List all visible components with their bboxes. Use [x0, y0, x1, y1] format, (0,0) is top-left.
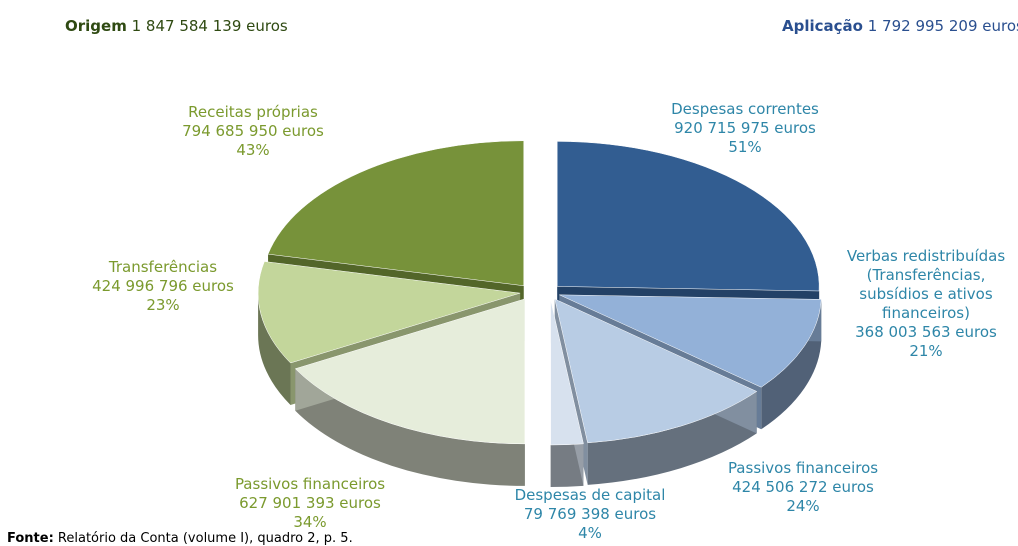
- slice-side: [550, 443, 584, 487]
- slice-label: Passivos financeiros 627 901 393 euros 34%: [190, 475, 430, 532]
- slice: [550, 299, 584, 446]
- slice-side: [258, 293, 291, 405]
- slice-amount: 794 685 950 euros: [182, 122, 324, 140]
- source-text: Relatório da Conta (volume I), quadro 2,…: [57, 531, 353, 546]
- header-total: 1 847 584 139 euros: [131, 17, 288, 35]
- slice-name: Transferências: [108, 258, 218, 276]
- slice-name: Passivos financeiros: [234, 475, 386, 493]
- slice: [257, 261, 521, 364]
- slice-amount: 424 506 272 euros: [732, 478, 874, 496]
- slice: [294, 298, 526, 445]
- source: Fonte: Relatório da Conta (volume I), qu…: [7, 531, 353, 546]
- slice: [554, 298, 758, 444]
- slice-amount: 627 901 393 euros: [239, 494, 381, 512]
- slice-label: Receitas próprias 794 685 950 euros 43%: [153, 103, 353, 160]
- source-label: Fonte:: [7, 531, 54, 546]
- header-total: 1 792 995 209 euros: [867, 17, 1018, 35]
- slice-percent: 23%: [146, 296, 180, 314]
- slice-amount: 424 996 796 euros: [92, 277, 234, 295]
- slice-percent: 21%: [909, 342, 943, 360]
- slice-label: Despesas de capital 79 769 398 euros 4%: [490, 486, 690, 543]
- slice-percent: 51%: [728, 138, 762, 156]
- slice-percent: 34%: [293, 513, 327, 531]
- slice-label: Verbas redistribuídas (Transferências, s…: [831, 247, 1018, 361]
- slice-amount: 920 715 975 euros: [674, 119, 816, 137]
- slice-percent: 24%: [786, 497, 820, 515]
- slice-name: Despesas de capital: [514, 486, 666, 504]
- header-title: Origem: [65, 17, 127, 35]
- slice-side: [587, 391, 757, 485]
- slice-amount: 79 769 398 euros: [523, 505, 657, 523]
- slice-label: Despesas correntes 920 715 975 euros 51%: [635, 100, 855, 157]
- pie-header: Origem 1 847 584 139 euros: [65, 17, 288, 35]
- slice-label: Transferências 424 996 796 euros 23%: [63, 258, 263, 315]
- slice-name: Verbas redistribuídas (Transferências, s…: [846, 247, 1006, 322]
- header-title: Aplicação: [782, 17, 863, 35]
- slice-name: Receitas próprias: [188, 103, 318, 121]
- slice-amount: 368 003 563 euros: [855, 323, 997, 341]
- slice: [267, 140, 524, 287]
- slice-percent: 4%: [578, 524, 602, 542]
- pie-header: Aplicação 1 792 995 209 euros: [782, 17, 1018, 35]
- slice: [559, 294, 822, 388]
- slice-name: Passivos financeiros: [727, 459, 879, 477]
- slice-side: [295, 368, 525, 486]
- slice-name: Despesas correntes: [671, 100, 819, 118]
- slice-label: Passivos financeiros 424 506 272 euros 24%: [693, 459, 913, 516]
- slice-percent: 43%: [236, 141, 270, 159]
- slice: [556, 141, 820, 292]
- slice-side: [761, 299, 822, 430]
